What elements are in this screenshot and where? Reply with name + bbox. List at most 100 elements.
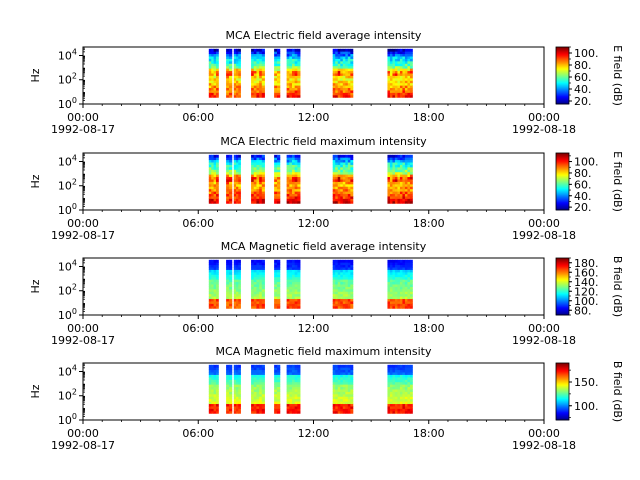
heatmap-cell [297,169,301,173]
heatmap-cell [297,259,301,263]
colorbar-swatch [556,411,569,414]
heatmap-cell [332,92,336,96]
heatmap-cell [211,186,215,190]
heatmap-cell [236,305,239,309]
heatmap-cell [409,85,413,89]
heatmap-cell [350,389,354,392]
heatmap-cell [347,179,351,182]
heatmap-cell [259,288,263,292]
heatmap-cell [350,85,354,89]
heatmap-cell [294,196,298,199]
heatmap-cell [399,56,403,59]
heatmap-cell [397,274,401,278]
heatmap-cell [216,298,219,302]
heatmap-cell [256,381,260,385]
heatmap-cell [389,276,393,280]
heatmap-cell [337,159,341,163]
heatmap-cell [291,284,296,287]
heatmap-cell [213,374,217,378]
heatmap-cell [342,196,346,199]
heatmap-cell [261,87,265,91]
heatmap-cell [297,87,301,91]
heatmap-cell [216,56,219,59]
heatmap-cell [392,193,396,197]
heatmap-cell [407,56,411,59]
heatmap-cell [256,376,260,380]
heatmap-cell [409,90,413,93]
heatmap-cell [256,85,260,89]
heatmap-cell [256,301,260,304]
heatmap-cell [350,379,354,383]
heatmap-cell [332,60,336,64]
heatmap-cell [394,376,398,380]
heatmap-cell [337,262,341,266]
colorbar-swatch [556,383,569,385]
heatmap-cell [337,90,341,93]
heatmap-cell [253,267,257,270]
heatmap-cell [409,267,413,270]
heatmap-cell [399,281,403,285]
heatmap-cell [236,384,239,388]
heatmap-cell [256,369,260,373]
heatmap-cell [404,376,408,380]
heatmap-cell [397,181,401,185]
heatmap-cell [342,410,346,414]
heatmap-cell [213,293,217,297]
heatmap-cell [392,286,396,290]
heatmap-cell [332,56,336,59]
heatmap-cell [261,367,265,371]
heatmap-cell [274,164,278,168]
heatmap-cell [253,94,257,98]
heatmap-cell [289,92,293,96]
heatmap-cell [256,176,260,180]
heatmap-cell [259,384,263,388]
heatmap-cell [409,301,413,304]
heatmap-cell [335,384,339,388]
heatmap-cell [253,389,257,392]
heatmap-cell [389,398,393,402]
heatmap-cell [211,259,215,263]
heatmap-cell [350,82,354,86]
heatmap-cell [251,303,255,307]
heatmap-cell [211,48,215,52]
heatmap-cell [345,398,349,402]
heatmap-cell [335,364,339,368]
colorbar-swatch [556,305,569,308]
heatmap-cell [294,259,298,263]
heatmap-cell [340,391,344,395]
heatmap-cell [216,276,219,280]
heatmap-cell [389,186,393,190]
heatmap-cell [286,374,290,378]
heatmap-cell [389,166,393,170]
heatmap-cell [389,279,393,283]
heatmap-cell [208,288,212,292]
heatmap-cell [238,77,241,81]
heatmap-cell [211,384,215,388]
heatmap-cell [332,53,336,57]
heatmap-cell [297,60,301,64]
x-tick-time: 00:00 [67,322,99,335]
heatmap-cell [238,269,241,273]
heatmap-cell [277,164,281,168]
heatmap-cell [347,286,351,290]
heatmap-cell [399,70,403,74]
heatmap-cell [297,393,301,397]
heatmap-cell [335,181,339,185]
heatmap-cell [256,77,260,81]
heatmap-cell [402,259,406,263]
heatmap-cell [261,296,265,300]
colorbar-swatch [556,365,569,367]
colorbar-swatch [556,170,569,173]
colorbar-tick-label: 20. [574,95,592,108]
heatmap-cell [335,298,339,302]
heatmap-cell [238,293,241,297]
heatmap-cell [236,301,239,304]
heatmap-cell [397,169,401,173]
heatmap-cell [387,364,391,368]
heatmap-cell [387,408,391,412]
heatmap-cell [251,159,255,163]
heatmap-cell [233,188,237,192]
heatmap-cell [394,174,398,178]
heatmap-cell [228,87,233,91]
heatmap-cell [402,70,406,74]
